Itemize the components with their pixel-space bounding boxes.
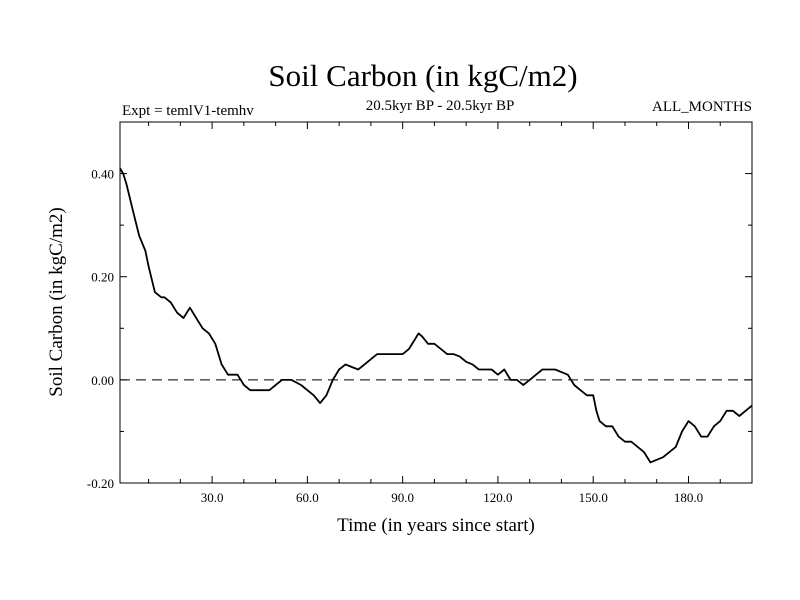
months-label: ALL_MONTHS — [652, 99, 752, 115]
tick-labels: 30.0 60.0 90.0 120.0 150.0 180.0 -0.20 0.00 0.20… — [87, 167, 703, 505]
y-tick-label: 0.00 — [91, 373, 114, 388]
soil-carbon-series-line — [119, 167, 753, 464]
chart-title: Soil Carbon (in kgC/m2) — [268, 58, 577, 93]
x-tick-label: 60.0 — [296, 490, 319, 505]
x-tick-label: 180.0 — [674, 490, 703, 505]
y-tick-label: 0.20 — [91, 270, 114, 285]
x-tick-label: 30.0 — [201, 490, 224, 505]
y-tick-label: 0.40 — [91, 167, 114, 182]
experiment-label: Expt = temlV1-temhv — [122, 103, 254, 119]
x-tick-label: 120.0 — [483, 490, 512, 505]
plot-frame — [119, 121, 753, 484]
y-axis-label: Soil Carbon (in kgC/m2) — [46, 207, 67, 396]
y-tick-label: -0.20 — [87, 476, 114, 491]
x-tick-label: 150.0 — [579, 490, 608, 505]
x-tick-label: 90.0 — [391, 490, 414, 505]
period-label: 20.5kyr BP - 20.5kyr BP — [366, 98, 515, 114]
x-axis-label: Time (in years since start) — [337, 515, 535, 536]
tick-marks — [120, 122, 752, 484]
